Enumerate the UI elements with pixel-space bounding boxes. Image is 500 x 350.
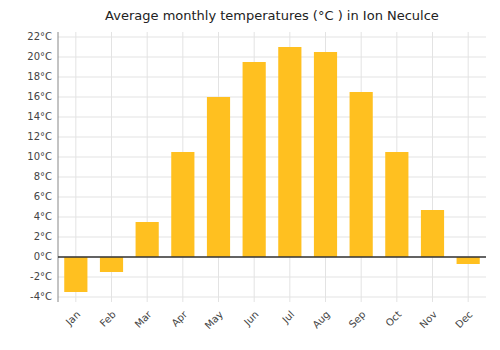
- y-grid-line: [58, 297, 486, 298]
- y-tick-label: 12°C: [27, 131, 52, 142]
- grid: [58, 32, 486, 302]
- x-grid-line: [147, 32, 148, 302]
- chart: Average monthly temperatures (°C ) in Io…: [0, 0, 500, 350]
- x-tick-label: Nov: [417, 309, 439, 331]
- y-tick-label: 16°C: [27, 91, 52, 102]
- y-grid-line: [58, 277, 486, 278]
- y-grid-line: [58, 57, 486, 58]
- y-axis-line: [58, 32, 59, 302]
- x-tick-label: Jan: [63, 309, 82, 328]
- x-tick-label: Dec: [453, 309, 474, 330]
- zero-line: [58, 256, 486, 258]
- x-tick-label: Jun: [241, 309, 261, 329]
- x-tick-label: Mar: [133, 308, 155, 330]
- bar: [385, 152, 408, 257]
- x-grid-line: [432, 32, 433, 302]
- bar: [171, 152, 194, 257]
- bar: [421, 210, 444, 257]
- y-grid-line: [58, 37, 486, 38]
- y-tick-label: 20°C: [27, 51, 52, 62]
- y-tick-label: 14°C: [27, 111, 52, 122]
- y-tick-label: 10°C: [27, 151, 52, 162]
- y-tick-label: 4°C: [34, 211, 52, 222]
- y-tick-label: 22°C: [27, 31, 52, 42]
- y-tick-label: 8°C: [34, 171, 52, 182]
- y-tick-label: 2°C: [34, 231, 52, 242]
- y-grid-line: [58, 157, 486, 158]
- x-tick-label: May: [203, 309, 225, 331]
- chart-container: Average monthly temperatures (°C ) in Io…: [0, 0, 500, 350]
- y-tick-label: 0°C: [34, 251, 52, 262]
- x-tick-label: Oct: [383, 309, 403, 329]
- bar: [64, 257, 87, 292]
- y-grid-line: [58, 97, 486, 98]
- y-tick-label: 6°C: [34, 191, 52, 202]
- y-grid-line: [58, 77, 486, 78]
- y-grid-line: [58, 137, 486, 138]
- bar: [100, 257, 123, 272]
- bar: [136, 222, 159, 257]
- x-tick-label: Feb: [98, 309, 118, 329]
- y-grid-line: [58, 117, 486, 118]
- title: Average monthly temperatures (°C ) in Io…: [105, 8, 439, 23]
- bar: [278, 47, 301, 257]
- x-tick-label: Aug: [310, 309, 332, 331]
- bar: [457, 257, 480, 264]
- y-tick-label: 18°C: [27, 71, 52, 82]
- x-tick-label: Apr: [169, 308, 190, 329]
- bar: [350, 92, 373, 257]
- bar: [243, 62, 266, 257]
- bar: [314, 52, 337, 257]
- y-grid-line: [58, 177, 486, 178]
- y-grid-line: [58, 257, 486, 258]
- y-tick-label: -4°C: [30, 291, 52, 302]
- y-tick-label: -2°C: [30, 271, 52, 282]
- y-grid-line: [58, 197, 486, 198]
- x-tick-label: Sep: [347, 309, 368, 330]
- bars: [58, 47, 486, 292]
- x-tick-label: Jul: [279, 309, 296, 326]
- bar: [207, 97, 230, 257]
